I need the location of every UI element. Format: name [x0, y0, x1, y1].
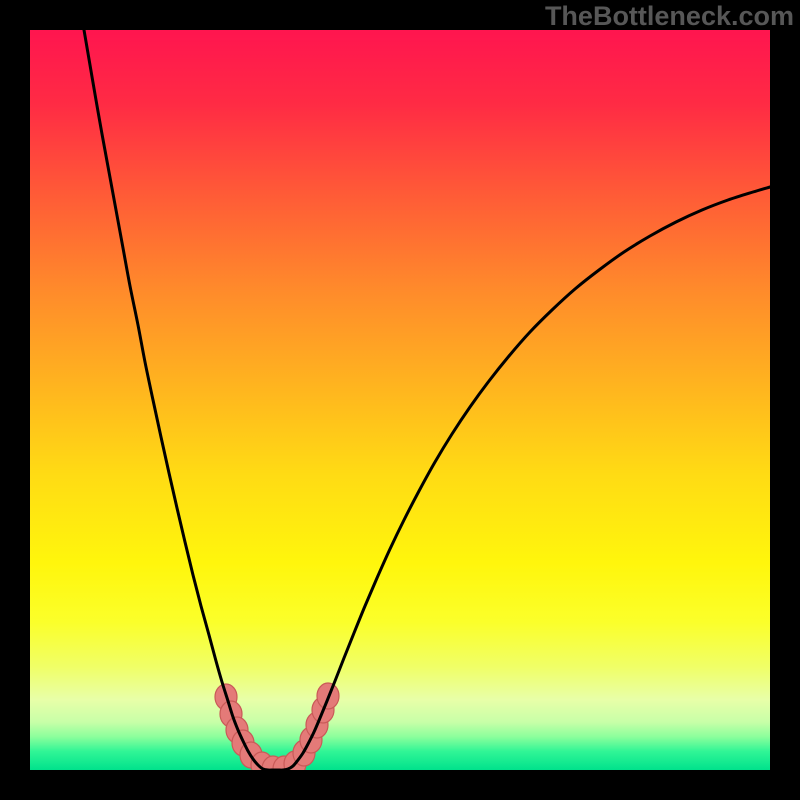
- watermark-text: TheBottleneck.com: [545, 1, 794, 32]
- chart-overlay: [30, 30, 770, 770]
- bottleneck-chart: [30, 30, 770, 770]
- bottleneck-curve: [84, 30, 770, 770]
- bottleneck-marker-band: [215, 683, 339, 770]
